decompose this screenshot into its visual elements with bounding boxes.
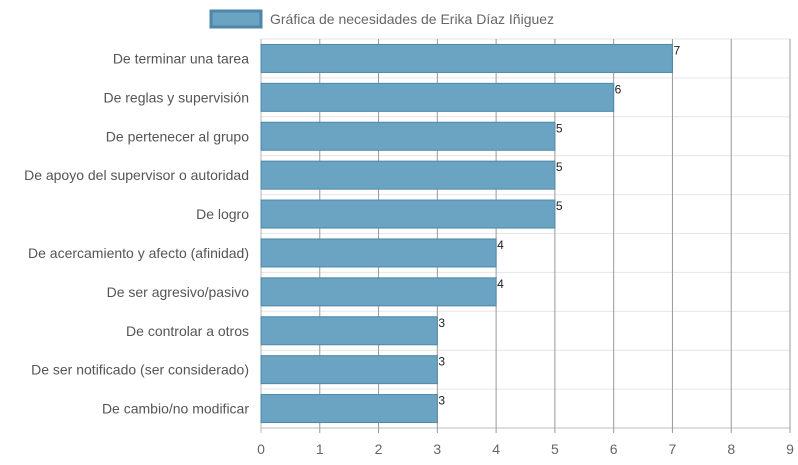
x-tick-label: 3 (433, 441, 441, 457)
data-label: 4 (497, 238, 504, 252)
bars (260, 43, 673, 424)
x-tick-label: 0 (257, 441, 265, 457)
category-label: De controlar a otros (126, 323, 249, 339)
data-label: 7 (673, 43, 680, 57)
bar (260, 316, 438, 346)
x-tick-label: 5 (551, 441, 559, 457)
x-tick-label: 4 (492, 441, 500, 457)
category-label: De cambio/no modificar (102, 401, 249, 417)
data-label: 5 (556, 199, 563, 213)
data-label: 6 (615, 82, 622, 96)
category-label: De pertenecer al grupo (106, 128, 249, 144)
x-tick-label: 6 (610, 441, 618, 457)
legend-swatch (209, 9, 263, 29)
bar (260, 355, 438, 385)
data-label: 5 (556, 160, 563, 174)
data-label: 3 (438, 355, 445, 369)
data-label: 5 (556, 121, 563, 135)
data-label: 3 (438, 316, 445, 330)
bar (260, 160, 556, 190)
legend: Gráfica de necesidades de Erika Díaz Iñi… (209, 9, 554, 29)
category-label: De acercamiento y afecto (afinidad) (28, 245, 249, 261)
x-axis: 0 1 2 3 4 5 6 7 8 9 (257, 441, 794, 457)
category-label: De logro (196, 206, 249, 222)
legend-label: Gráfica de necesidades de Erika Díaz Iñi… (270, 11, 554, 27)
bar (260, 121, 556, 151)
x-tick-label: 9 (786, 441, 794, 457)
data-label: 3 (438, 394, 445, 408)
bar (260, 277, 497, 307)
category-labels: De terminar una tarea De reglas y supervi… (24, 50, 249, 416)
bar (260, 199, 556, 229)
x-tick-label: 7 (669, 441, 677, 457)
x-tick-label: 8 (727, 441, 735, 457)
x-tick-label: 2 (375, 441, 383, 457)
bar (260, 82, 615, 112)
category-label: De reglas y supervisión (103, 89, 249, 105)
category-label: De apoyo del supervisor o autoridad (24, 167, 249, 183)
category-label: De terminar una tarea (113, 50, 249, 66)
category-label: De ser agresivo/pasivo (107, 284, 250, 300)
bar (260, 238, 497, 268)
x-tick-label: 1 (316, 441, 324, 457)
data-label: 4 (497, 277, 504, 291)
bar (260, 43, 673, 73)
value-labels: 7 6 5 5 5 4 4 3 3 3 (438, 43, 680, 407)
bar (260, 394, 438, 424)
category-label: De ser notificado (ser considerado) (31, 362, 249, 378)
